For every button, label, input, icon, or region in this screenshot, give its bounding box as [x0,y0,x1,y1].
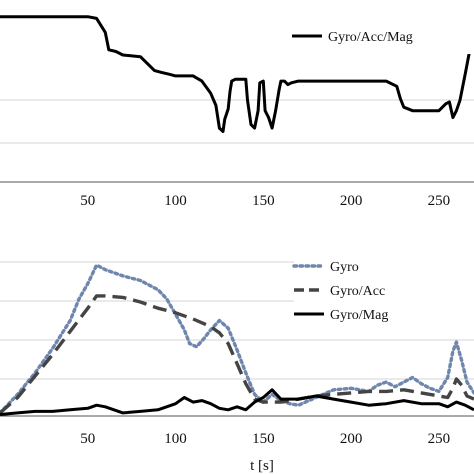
series-lines [0,15,474,133]
series-line-gyro-acc [0,294,474,415]
x-tick-label: 150 [252,193,275,209]
x-tick-label: 250 [428,193,451,209]
legend-label-gyro-acc: Gyro/Acc [330,284,385,299]
legend: Gyro/Acc/Mag [292,24,474,54]
x-tick-labels: 50 100 150 200 250 [80,193,450,209]
x-tick-label: 100 [164,431,187,447]
legend-label-gyro: Gyro [330,260,359,275]
legend-label-gyro-acc-mag: Gyro/Acc/Mag [328,30,413,45]
x-tick-label: 100 [164,193,187,209]
legend: Gyro Gyro/Acc Gyro/Mag [292,254,474,324]
legend-background [292,24,474,54]
x-tick-label: 200 [340,193,363,209]
x-tick-label: 250 [428,431,451,447]
x-tick-label: 50 [80,431,95,447]
series-line-gyro-mag [0,388,474,416]
gyro-acc-mag-chart: 50 100 150 200 250 Gyro/Acc/Mag [0,15,474,209]
legend-background [294,254,474,324]
grid-lines [0,99,474,144]
series-lines [0,263,474,416]
legend-label-gyro-mag: Gyro/Mag [330,308,388,323]
x-axis-label: t [s] [250,458,274,474]
sensor-combination-chart: 50 100 150 200 250 Gyro Gyro/Acc Gyro/Mag t [s… [0,254,474,474]
x-tick-label: 200 [340,431,363,447]
series-line-gyro-acc-mag [0,15,474,133]
x-tick-labels: 50 100 150 200 250 [80,431,450,447]
series-line-gyro [0,263,474,415]
x-tick-label: 50 [80,193,95,209]
x-tick-label: 150 [252,431,275,447]
